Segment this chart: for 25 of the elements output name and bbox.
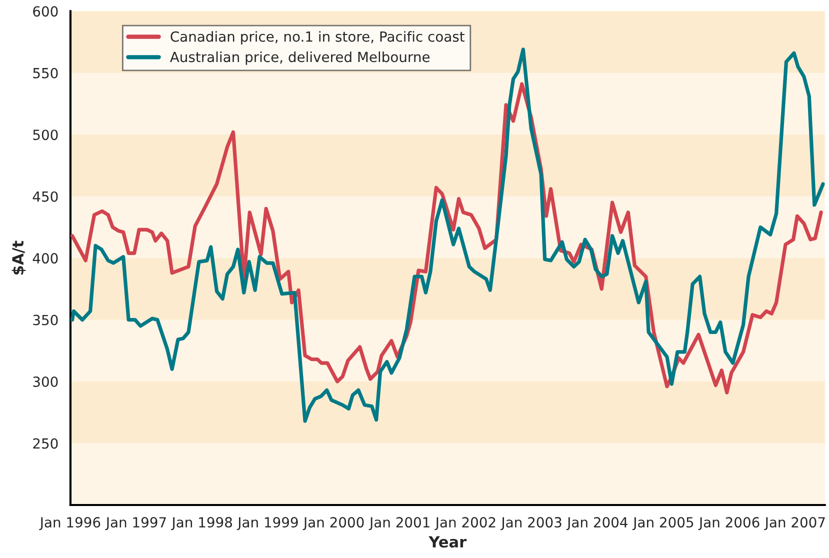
y-tick-label: 600	[33, 6, 58, 17]
x-tick-label: Jan 1998	[171, 517, 232, 530]
y-tick-label: 500	[33, 130, 58, 140]
x-tick-label: Jan 2006	[698, 517, 760, 530]
x-tick-label: Jan 2004	[566, 517, 628, 530]
line-series	[70, 48, 825, 423]
x-tick-label: Jan 2003	[500, 517, 562, 530]
x-tick-label: Jan 2001	[368, 517, 430, 530]
y-tick-label: 550	[33, 68, 58, 78]
y-axis-title: $A/t	[12, 240, 26, 275]
y-tick-label: 450	[32, 191, 58, 202]
y-tick-label: 300	[33, 376, 58, 388]
x-tick-label: Jan 2007	[764, 517, 825, 530]
y-tick-label: 250	[33, 438, 58, 449]
x-axis-title: Year	[428, 536, 467, 548]
y-tick-label: 350	[33, 314, 58, 326]
x-tick-label: Jan 2002	[434, 517, 496, 530]
y-tick-label: 400	[32, 253, 58, 264]
legend-label: Australian price, delivered Melbourne	[170, 51, 430, 65]
x-tick-label: Jan 1999	[236, 517, 298, 530]
x-tick-label: Jan 1996	[39, 517, 100, 530]
x-tick-label: Jan 2005	[632, 517, 694, 530]
x-tick-label: Jan 2000	[302, 517, 364, 530]
x-tick-label: Jan 1997	[105, 517, 166, 530]
legend-label: Canadian price, no.1 in store, Pacific coast	[170, 31, 465, 45]
